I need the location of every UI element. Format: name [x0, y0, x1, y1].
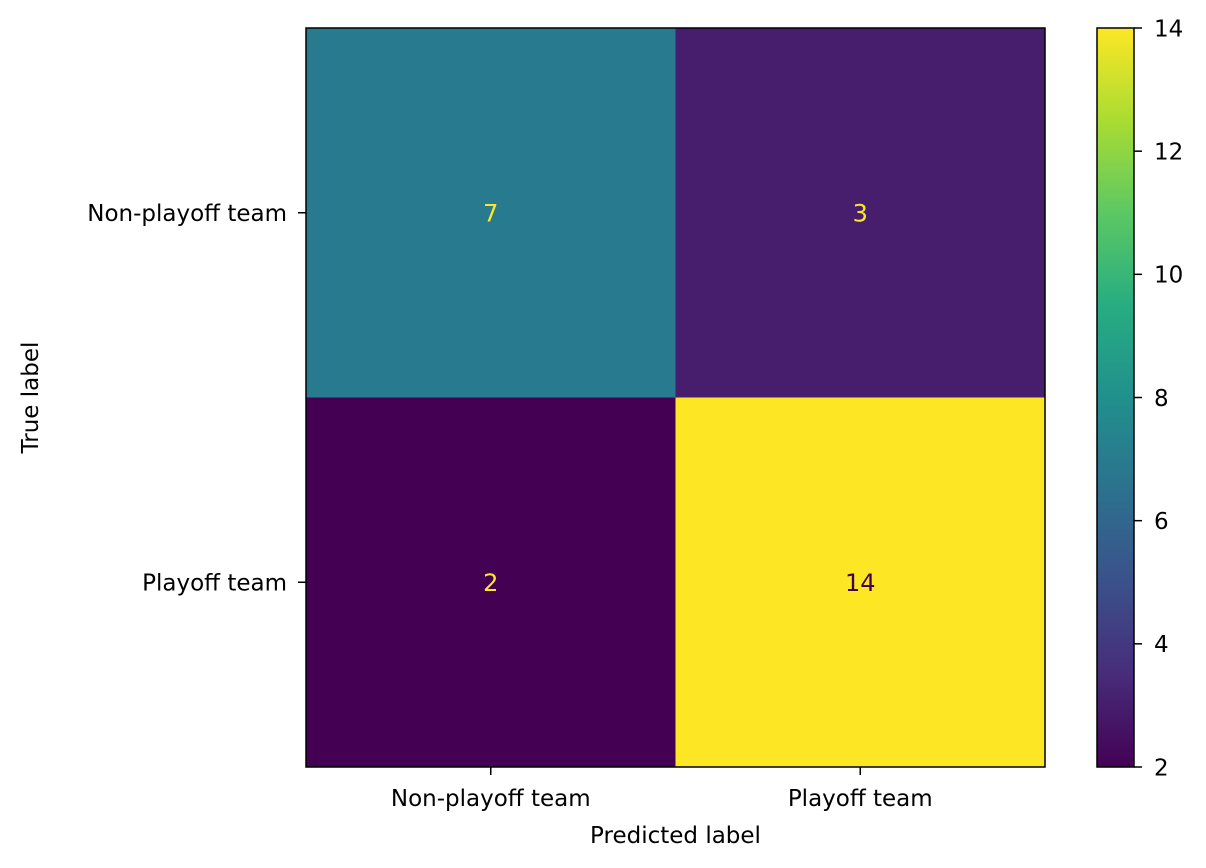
matrix-cell-r0-c0	[306, 28, 676, 398]
matrix-cells	[306, 28, 1046, 768]
x-tick-label-0: Non-playoff team	[391, 786, 591, 812]
matrix-cell-r1-c0	[306, 397, 676, 768]
matrix-cell-value-r1-c0: 2	[483, 569, 498, 597]
y-axis-ticks: Non-playoff team Playoff team	[87, 201, 306, 597]
matrix-cell-value-r1-c1: 14	[845, 569, 876, 597]
y-tick-label-0: Non-playoff team	[87, 201, 287, 227]
x-axis-label: Predicted label	[590, 823, 761, 849]
matrix-cell-r1-c1	[675, 397, 1046, 768]
x-axis-ticks: Non-playoff team Playoff team	[391, 767, 933, 812]
y-tick-label-1: Playoff team	[142, 571, 287, 597]
colorbar-tick-label-2: 6	[1154, 509, 1169, 535]
x-tick-label-1: Playoff team	[788, 786, 933, 812]
y-axis-label: True label	[18, 342, 44, 455]
colorbar-tick-label-0: 2	[1154, 755, 1169, 781]
matrix-cell-value-r0-c1: 3	[853, 199, 868, 227]
matrix-cell-value-r0-c0: 7	[483, 199, 498, 227]
colorbar-tick-label-3: 8	[1154, 386, 1169, 412]
colorbar	[1096, 27, 1135, 768]
colorbar-ticks: 2 4 6 8 10 12 14	[1134, 16, 1183, 781]
matrix-cell-r0-c1	[675, 28, 1046, 398]
colorbar-tick-label-1: 4	[1154, 632, 1169, 658]
colorbar-tick-label-5: 12	[1154, 139, 1183, 165]
plot-frame	[305, 27, 1046, 768]
matrix-cell-values: 7 3 2 14	[483, 199, 875, 597]
colorbar-tick-label-4: 10	[1154, 263, 1183, 289]
colorbar-tick-label-6: 14	[1154, 16, 1183, 42]
